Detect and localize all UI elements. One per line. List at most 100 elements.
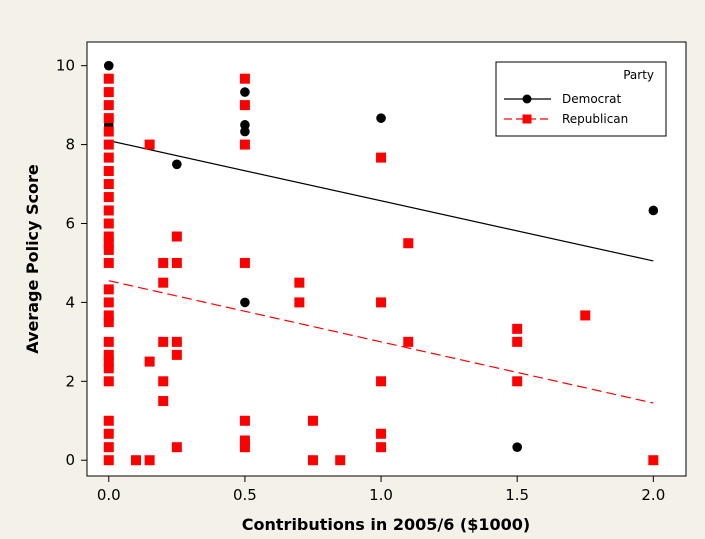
republican-point [103, 231, 114, 242]
republican-point [103, 100, 114, 111]
y-tick-label: 6 [65, 214, 75, 232]
x-tick-label: 0.0 [97, 486, 121, 504]
data-points [103, 60, 659, 466]
legend-democrat-label: Democrat [562, 92, 622, 106]
republican-point [103, 126, 114, 137]
republican-point [103, 179, 114, 190]
y-tick-label: 2 [65, 372, 75, 390]
republican-point [171, 231, 182, 242]
republican-point [307, 455, 318, 466]
democrat-point [376, 113, 386, 123]
republican-point [158, 277, 169, 288]
x-tick-label: 1.5 [505, 486, 529, 504]
republican-point [158, 396, 169, 407]
republican-point [103, 428, 114, 439]
republican-point [403, 336, 414, 347]
democrat-fit-line [108, 140, 654, 262]
republican-point [171, 349, 182, 360]
republican-point [307, 415, 318, 426]
legend-republican-label: Republican [562, 112, 628, 126]
republican-point [103, 244, 114, 255]
republican-point [335, 455, 346, 466]
republican-point [239, 442, 250, 453]
republican-point [294, 277, 305, 288]
republican-point [103, 166, 114, 177]
republican-point [103, 336, 114, 347]
republican-point [131, 455, 142, 466]
republican-point [103, 87, 114, 98]
y-axis-label: Average Policy Score [23, 164, 42, 354]
x-tick-label: 2.0 [641, 486, 665, 504]
legend-title: Party [623, 68, 654, 82]
republican-point [144, 139, 155, 150]
x-axis: 0.0 0.5 1.0 1.5 2.0 [97, 476, 665, 504]
republican-point [103, 192, 114, 203]
republican-point [144, 356, 155, 367]
republican-point [580, 310, 591, 321]
republican-point [103, 218, 114, 229]
republican-point [239, 435, 250, 446]
republican-point [376, 428, 387, 439]
republican-point [376, 152, 387, 163]
democrat-point [240, 120, 250, 130]
republican-point [103, 113, 114, 124]
republican-point [403, 238, 414, 249]
republican-point [376, 376, 387, 387]
republican-point [171, 336, 182, 347]
legend-republican-marker [522, 114, 532, 124]
republican-point [103, 152, 114, 163]
republican-point [239, 415, 250, 426]
republican-point [171, 257, 182, 268]
republican-point [512, 336, 523, 347]
republican-point [171, 442, 182, 453]
republican-point [103, 297, 114, 308]
y-tick-label: 0 [65, 451, 75, 469]
republican-point [144, 455, 155, 466]
republican-point [103, 317, 114, 328]
republican-point [512, 376, 523, 387]
y-tick-label: 10 [56, 57, 75, 75]
legend: Party Democrat Republican [495, 61, 667, 137]
republican-point [239, 139, 250, 150]
legend-democrat-marker [522, 94, 532, 104]
republican-point [158, 376, 169, 387]
republican-point [103, 73, 114, 84]
republican-point [158, 336, 169, 347]
democrat-point [240, 297, 250, 308]
republican-point [103, 356, 114, 367]
republican-point [103, 415, 114, 426]
republican-point [512, 323, 523, 334]
republican-point [103, 310, 114, 321]
republican-point [103, 205, 114, 216]
republican-fit-line [108, 280, 654, 404]
democrat-point [240, 126, 250, 137]
republican-point [103, 442, 114, 453]
republican-point [376, 297, 387, 308]
democrat-point [648, 205, 659, 216]
republican-point [103, 238, 114, 249]
republican-point [103, 257, 114, 268]
republican-point [103, 455, 114, 466]
y-tick-label: 4 [65, 293, 75, 311]
republican-point [239, 257, 250, 268]
republican-point [376, 442, 387, 453]
y-tick-label: 8 [65, 136, 75, 154]
republican-point [294, 297, 305, 308]
republican-point [239, 73, 250, 84]
democrat-point [103, 60, 114, 71]
fit-lines [108, 140, 654, 404]
republican-point [103, 284, 114, 295]
democrat-point [512, 442, 522, 452]
x-tick-label: 1.0 [369, 486, 393, 504]
republican-point [648, 455, 659, 466]
x-tick-label: 0.5 [233, 486, 257, 504]
republican-point [103, 349, 114, 360]
x-axis-label: Contributions in 2005/6 ($1000) [242, 515, 530, 534]
republican-point [103, 139, 114, 150]
republican-point [103, 363, 114, 374]
y-axis: 0 2 4 6 8 10 [56, 57, 87, 469]
democrat-point [172, 159, 182, 170]
republican-point [158, 257, 169, 268]
republican-point [239, 100, 250, 111]
